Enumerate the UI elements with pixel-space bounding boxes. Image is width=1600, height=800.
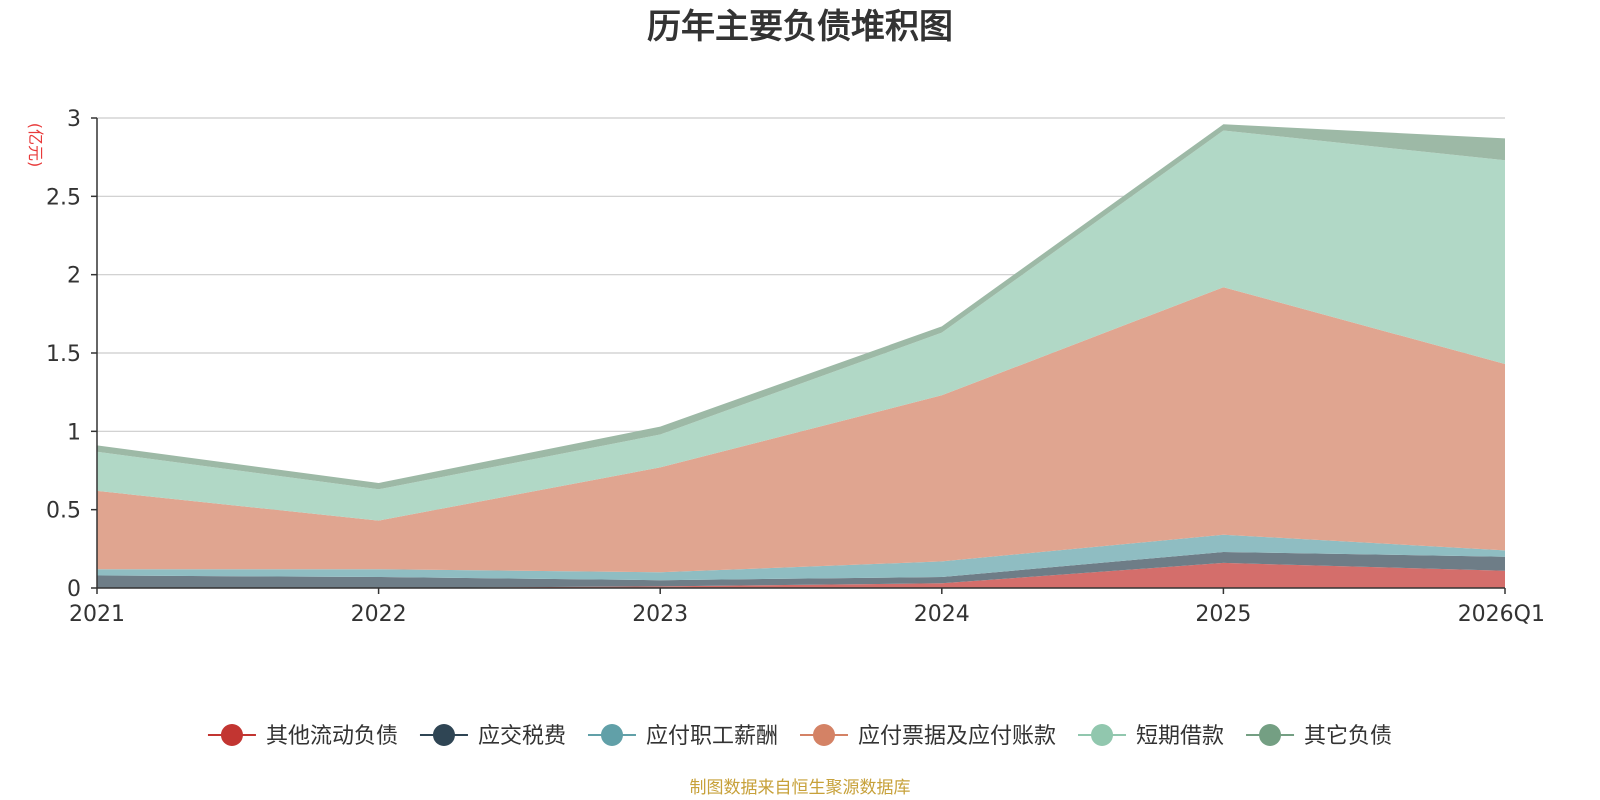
x-tick-label: 2023 bbox=[632, 602, 688, 627]
x-tick-label: 2026Q1 bbox=[1458, 602, 1545, 627]
legend-item-5[interactable]: 其它负债 bbox=[1246, 724, 1392, 749]
legend-label: 短期借款 bbox=[1136, 724, 1224, 749]
legend-item-3[interactable]: 应付票据及应付账款 bbox=[800, 724, 1056, 749]
legend-item-0[interactable]: 其他流动负债 bbox=[207, 724, 398, 749]
legend-label: 其它负债 bbox=[1304, 724, 1392, 749]
legend-marker bbox=[813, 724, 835, 746]
area-2 bbox=[97, 534, 1505, 581]
y-tick-label: 3 bbox=[67, 107, 81, 132]
legend-marker bbox=[1091, 724, 1114, 746]
legend-marker bbox=[432, 724, 455, 746]
y-tick-label: 0 bbox=[67, 577, 81, 602]
data-source-note: 制图数据来自恒生聚源数据库 bbox=[690, 778, 911, 798]
legend-item-2[interactable]: 应付职工薪酬 bbox=[587, 724, 778, 749]
legend-label: 应付票据及应付账款 bbox=[858, 724, 1056, 749]
chart-title: 历年主要负债堆积图 bbox=[647, 7, 953, 47]
area-4 bbox=[97, 130, 1505, 521]
legend-label: 应交税费 bbox=[478, 724, 566, 749]
y-tick-label: 1.5 bbox=[46, 342, 81, 367]
legend-item-4[interactable]: 短期借款 bbox=[1078, 724, 1224, 749]
y-tick-label: 1 bbox=[67, 420, 81, 445]
legend-label: 其他流动负债 bbox=[266, 724, 398, 749]
area-1 bbox=[97, 552, 1505, 588]
x-tick-label: 2024 bbox=[914, 602, 970, 627]
legend[interactable]: 其他流动负债 应交税费 应付职工薪酬 应付票据及应付账款 短期借款 其它负债 bbox=[207, 724, 1392, 749]
area-series bbox=[97, 124, 1505, 588]
legend-marker bbox=[220, 724, 243, 746]
legend-marker bbox=[600, 724, 623, 746]
legend-item-1[interactable]: 应交税费 bbox=[419, 724, 566, 749]
area-0 bbox=[97, 562, 1505, 588]
y-axis-unit-label: (亿元) bbox=[26, 123, 45, 168]
x-tick-label: 2021 bbox=[69, 602, 125, 627]
y-tick-label: 2.5 bbox=[46, 185, 81, 210]
legend-marker bbox=[1259, 724, 1282, 746]
area-3 bbox=[97, 287, 1505, 573]
x-tick-label: 2025 bbox=[1195, 602, 1251, 627]
legend-label: 应付职工薪酬 bbox=[646, 724, 778, 749]
y-tick-label: 0.5 bbox=[46, 499, 81, 524]
y-tick-label: 2 bbox=[67, 264, 81, 289]
axes: 0 0.5 1 1.5 2 2.5 3 2021 2022 2023 2024 2025 2026Q1 bbox=[46, 107, 1545, 627]
x-tick-label: 2022 bbox=[351, 602, 407, 627]
